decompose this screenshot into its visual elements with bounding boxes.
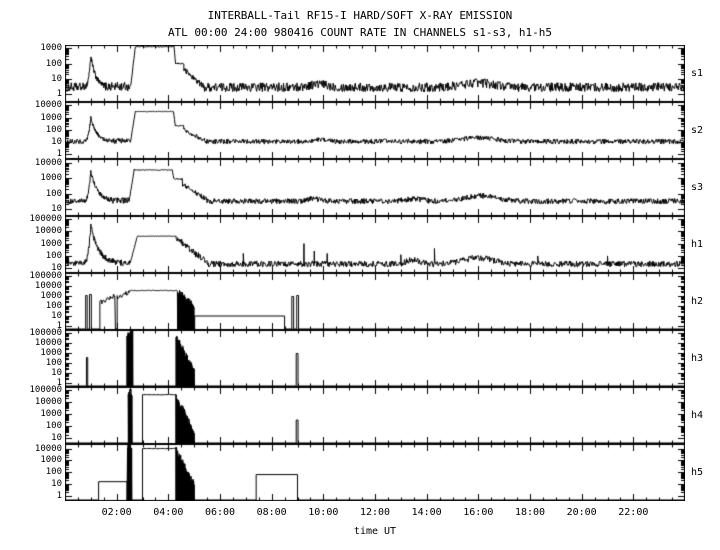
y-tick-label-h2-1: 1	[56, 320, 62, 331]
y-tick-label-s2-10000: 10000	[34, 100, 62, 111]
y-tick-label-s3-100: 100	[45, 188, 62, 199]
x-tick-label-16:00: 16:00	[463, 507, 494, 518]
y-tick-label-h5-10000: 10000	[34, 443, 62, 454]
panel-label-s1: s1	[691, 67, 704, 79]
x-tick-label-12:00: 12:00	[359, 507, 391, 518]
y-tick-label-h4-1000: 1000	[40, 408, 62, 419]
x-tick-label-18:00: 18:00	[514, 507, 546, 518]
y-tick-label-h5-1000: 1000	[40, 455, 62, 466]
x-tick-label-10:00: 10:00	[308, 507, 339, 518]
panel-label-s3: s3	[691, 181, 704, 193]
y-tick-label-h1-100: 100	[45, 250, 62, 261]
y-tick-label-h1-10: 10	[51, 263, 62, 274]
y-tick-label-h2-10000: 10000	[34, 280, 62, 291]
y-tick-label-h2-1000: 1000	[40, 290, 62, 301]
panel-label-s2: s2	[691, 124, 704, 136]
y-tick-label-h4-10000: 10000	[34, 396, 62, 407]
x-tick-label-22:00: 22:00	[618, 507, 649, 518]
x-tick-label-02:00: 02:00	[101, 507, 132, 518]
y-tick-label-h5-10: 10	[51, 479, 62, 490]
y-tick-label-s1-100: 100	[45, 58, 62, 69]
y-tick-label-h2-10: 10	[51, 310, 62, 321]
y-tick-label-h3-100000: 100000	[29, 327, 62, 338]
panel-plot-s2	[65, 102, 685, 159]
y-tick-label-h5-100: 100	[45, 467, 62, 478]
panel-plot-h5	[65, 444, 685, 501]
x-tick-label-14:00: 14:00	[411, 507, 442, 518]
panel-plot-h1	[65, 216, 685, 273]
panel-plot-h3	[65, 330, 685, 387]
y-tick-label-h3-1000: 1000	[40, 347, 62, 358]
y-tick-label-h2-100000: 100000	[29, 270, 62, 281]
x-axis-label: time UT	[353, 526, 397, 537]
x-tick-label-08:00: 08:00	[256, 507, 287, 518]
y-tick-label-h1-1000: 1000	[40, 238, 62, 249]
y-tick-label-s3-10000: 10000	[34, 158, 62, 169]
panel-label-h2: h2	[691, 295, 704, 307]
panel-plot-h4	[65, 387, 685, 444]
y-tick-label-s3-1000: 1000	[40, 173, 62, 184]
panel-label-h5: h5	[691, 466, 704, 478]
y-tick-label-h1-100000: 100000	[29, 213, 62, 224]
y-tick-label-s3-10: 10	[51, 203, 62, 214]
y-tick-label-s1-1000: 1000	[40, 43, 62, 54]
y-tick-label-s1-10: 10	[51, 73, 62, 84]
x-tick-label-20:00: 20:00	[566, 507, 597, 518]
chart-title: INTERBALL-Tail RF15-I HARD/SOFT X-RAY EM…	[207, 9, 513, 22]
y-tick-label-h1-10000: 10000	[34, 226, 62, 237]
y-tick-label-h3-100: 100	[45, 357, 62, 368]
panel-label-h3: h3	[691, 352, 704, 364]
y-tick-label-h4-100: 100	[45, 421, 62, 432]
x-tick-label-04:00: 04:00	[153, 507, 184, 518]
x-tick-label-06:00: 06:00	[204, 507, 236, 518]
panel-plot-s1	[65, 45, 685, 102]
y-tick-label-h3-10000: 10000	[34, 337, 62, 348]
chart-subtitle: ATL 00:00 24:00 980416 COUNT RATE IN CHA…	[167, 26, 553, 39]
y-tick-label-s2-100: 100	[45, 124, 62, 135]
panel-plot-s3	[65, 159, 685, 216]
y-tick-label-h3-1: 1	[56, 377, 62, 388]
y-tick-label-s2-1: 1	[56, 149, 62, 160]
y-tick-label-h2-100: 100	[45, 300, 62, 311]
y-tick-label-h5-1: 1	[56, 490, 62, 501]
y-tick-label-s1-1: 1	[56, 89, 62, 100]
y-tick-label-h3-10: 10	[51, 367, 62, 378]
y-tick-label-h4-100000: 100000	[29, 384, 62, 395]
y-tick-label-s2-1000: 1000	[40, 112, 62, 123]
panel-label-h4: h4	[691, 409, 704, 421]
panel-plot-h2	[65, 273, 685, 330]
y-tick-label-s2-10: 10	[51, 137, 62, 148]
panel-label-h1: h1	[691, 238, 704, 250]
y-tick-label-h4-10: 10	[51, 433, 62, 444]
